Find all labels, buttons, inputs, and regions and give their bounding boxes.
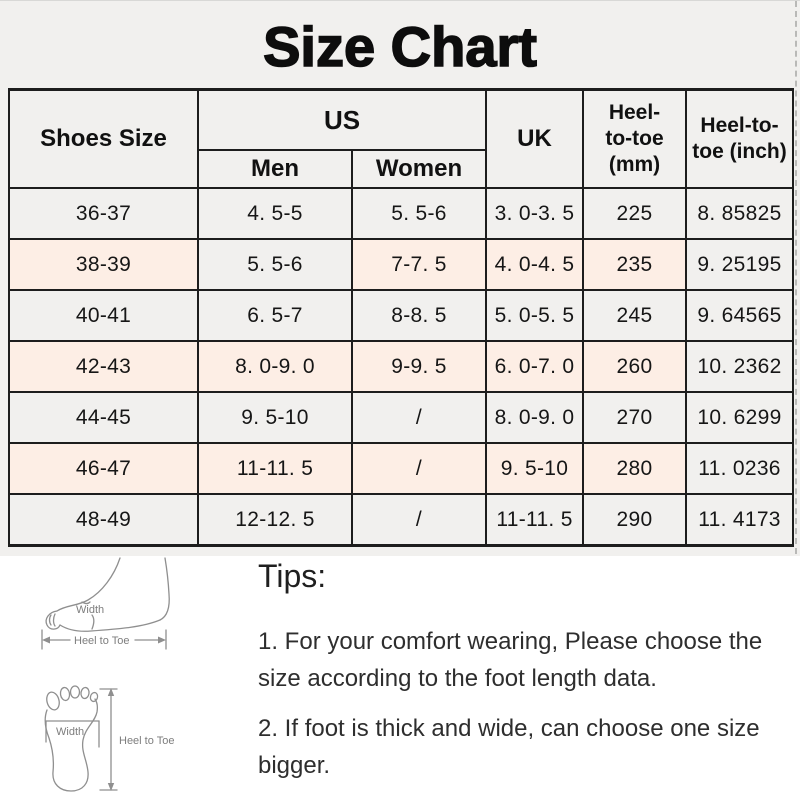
- tips-block: Tips: 1. For your comfort wearing, Pleas…: [258, 556, 768, 797]
- header-heel-inch-line2: toe (inch): [692, 140, 787, 163]
- table-row: 44-45 9. 5-10 / 8. 0-9. 0 270 10. 6299: [8, 391, 794, 444]
- tips-heading: Tips:: [258, 558, 327, 594]
- table-cell: /: [351, 391, 487, 444]
- table-cell: 9. 64565: [685, 289, 794, 342]
- header-heel-mm-line1: Heel-: [608, 100, 661, 124]
- table-cell: 10. 6299: [685, 391, 794, 444]
- header-us: US: [197, 88, 487, 151]
- table-cell: 225: [582, 187, 687, 240]
- table-cell: 44-45: [8, 391, 199, 444]
- tip-item-2: 2. If foot is thick and wide, can choose…: [258, 710, 768, 784]
- header-heel-mm-line3: (mm): [608, 153, 661, 177]
- table-cell: 260: [582, 340, 687, 393]
- header-heel-mm-line2: to-toe: [605, 126, 664, 150]
- table-cell: 48-49: [8, 493, 199, 547]
- table-header-row-1: Shoes Size US UK Heel- to-toe (mm) Heel-…: [8, 88, 794, 189]
- table-cell: 270: [582, 391, 687, 444]
- size-table: Shoes Size US UK Heel- to-toe (mm) Heel-…: [8, 88, 794, 547]
- tip-item-1: 1. For your comfort wearing, Please choo…: [258, 623, 768, 697]
- table-cell: 280: [582, 442, 687, 495]
- table-cell: 38-39: [8, 238, 199, 291]
- table-cell: /: [351, 442, 487, 495]
- table-row: 36-37 4. 5-5 5. 5-6 3. 0-3. 5 225 8. 858…: [8, 187, 794, 240]
- footprint-width-label: Width: [56, 726, 84, 738]
- footprint-length-label: Heel to Toe: [119, 735, 174, 747]
- tip-2-line-2: bigger.: [258, 752, 331, 779]
- table-cell: 46-47: [8, 442, 199, 495]
- table-cell: 4. 5-5: [197, 187, 353, 240]
- table-cell: 9. 25195: [685, 238, 794, 291]
- table-cell: 5. 5-6: [197, 238, 353, 291]
- table-cell: 11. 4173: [685, 493, 794, 547]
- header-men: Men: [197, 149, 353, 189]
- table-cell: 9. 5-10: [197, 391, 353, 444]
- header-heel-inch-line1: Heel-to-: [700, 113, 779, 137]
- table-cell: 5. 5-6: [351, 187, 487, 240]
- table-cell: 7-7. 5: [351, 238, 487, 291]
- table-header-row-2: Men Women: [9, 149, 793, 189]
- table-cell: 9-9. 5: [351, 340, 487, 393]
- side-foot-width-label: Width: [76, 604, 104, 616]
- table-row: 38-39 5. 5-6 7-7. 5 4. 0-4. 5 235 9. 251…: [8, 238, 794, 291]
- table-cell: 245: [582, 289, 687, 342]
- table-cell: 290: [582, 493, 687, 547]
- header-uk: UK: [485, 88, 584, 189]
- table-cell: 5. 0-5. 5: [485, 289, 584, 342]
- table-cell: 6. 5-7: [197, 289, 353, 342]
- table-cell: 11-11. 5: [197, 442, 353, 495]
- table-cell: 4. 0-4. 5: [485, 238, 584, 291]
- table-row: 48-49 12-12. 5 / 11-11. 5 290 11. 4173: [8, 493, 794, 547]
- header-shoes-size: Shoes Size: [8, 88, 199, 189]
- table-cell: 8-8. 5: [351, 289, 487, 342]
- table-cell: 8. 85825: [685, 187, 794, 240]
- table-cell: 11. 0236: [685, 442, 794, 495]
- tip-1-line-1: 1. For your comfort wearing, Please choo…: [258, 628, 763, 655]
- table-cell: 3. 0-3. 5: [485, 187, 584, 240]
- page-title: Size Chart: [262, 14, 537, 79]
- table-cell: 9. 5-10: [485, 442, 584, 495]
- table-cell: 6. 0-7. 0: [485, 340, 584, 393]
- table-cell: 8. 0-9. 0: [485, 391, 584, 444]
- table-row: 40-41 6. 5-7 8-8. 5 5. 0-5. 5 245 9. 645…: [8, 289, 794, 342]
- table-cell: 40-41: [8, 289, 199, 342]
- foot-side-view-diagram: Width Heel to Toe: [41, 557, 170, 650]
- header-women: Women: [351, 149, 487, 189]
- table-cell: 10. 2362: [685, 340, 794, 393]
- header-heel-to-toe-inch: Heel-to- toe (inch): [685, 88, 794, 189]
- table-row: 42-43 8. 0-9. 0 9-9. 5 6. 0-7. 0 260 10.…: [8, 340, 794, 393]
- table-row: 46-47 11-11. 5 / 9. 5-10 280 11. 0236: [8, 442, 794, 495]
- tip-2-line-1: 2. If foot is thick and wide, can choose…: [258, 715, 760, 742]
- table-cell: /: [351, 493, 487, 547]
- table-cell: 42-43: [8, 340, 199, 393]
- size-chart-sheet: Size Chart Shoes Size US UK Heel- to-toe…: [0, 0, 800, 556]
- header-heel-to-toe-mm: Heel- to-toe (mm): [582, 88, 687, 189]
- footprint-diagram: Width Heel to Toe: [44, 685, 174, 792]
- table-cell: 8. 0-9. 0: [197, 340, 353, 393]
- table-cell: 36-37: [8, 187, 199, 240]
- tip-1-line-2: size according to the foot length data.: [258, 665, 657, 692]
- table-cell: 11-11. 5: [485, 493, 584, 547]
- side-foot-length-label: Heel to Toe: [74, 635, 129, 647]
- tips-section: Width Heel to Toe Width Heel to Toe Tips…: [0, 556, 800, 800]
- table-cell: 12-12. 5: [197, 493, 353, 547]
- table-cell: 235: [582, 238, 687, 291]
